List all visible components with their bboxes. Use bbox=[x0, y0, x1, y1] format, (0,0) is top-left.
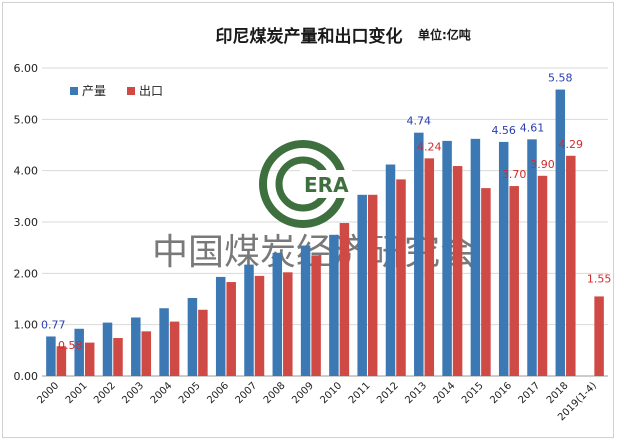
x-tick-label: 2005 bbox=[177, 380, 203, 406]
x-tick-label: 2010 bbox=[318, 380, 344, 406]
bar-production-2000 bbox=[46, 336, 56, 376]
x-tick-label: 2013 bbox=[403, 380, 429, 406]
bar-export-2003 bbox=[141, 331, 152, 376]
bar-production-2004 bbox=[159, 308, 169, 376]
data-labels: 0.77 0.58 4.74 4.24 3.70 4.56 4.61 3.90 5.58 4.29… bbox=[41, 72, 611, 353]
x-tick-label: 2011 bbox=[347, 380, 373, 406]
legend-item-production: 产量 bbox=[70, 84, 106, 98]
x-tick-label: 2009 bbox=[290, 380, 316, 406]
data-label: 0.58 bbox=[58, 339, 83, 352]
bar-production-2003 bbox=[131, 317, 141, 376]
data-label: 1.55 bbox=[587, 272, 612, 285]
bar-export-2005 bbox=[198, 309, 208, 376]
bar-export-2008 bbox=[283, 272, 293, 376]
era-logo-text: ERA bbox=[304, 173, 349, 197]
bar-export-2019(1-4) bbox=[594, 296, 604, 376]
bar-production-2014 bbox=[442, 140, 452, 376]
data-label: 3.90 bbox=[530, 158, 555, 171]
data-label: 4.74 bbox=[407, 115, 432, 128]
bar-export-2018 bbox=[566, 155, 576, 376]
x-tick-label: 2001 bbox=[64, 380, 90, 406]
bar-production-2015 bbox=[470, 138, 481, 376]
bar-export-2004 bbox=[169, 321, 180, 376]
bar-production-2006 bbox=[215, 276, 226, 376]
data-label: 5.58 bbox=[548, 72, 573, 85]
bar-export-2010 bbox=[339, 223, 350, 376]
y-tick-label: 0.00 bbox=[14, 370, 39, 383]
y-tick-label: 6.00 bbox=[14, 62, 39, 75]
bar-production-2007 bbox=[244, 264, 254, 376]
bar-export-2002 bbox=[113, 338, 123, 376]
legend-item-export: 出口 bbox=[127, 84, 163, 98]
x-tick-label: 2007 bbox=[234, 380, 260, 406]
bar-production-2013 bbox=[414, 132, 424, 376]
x-tick-label: 2003 bbox=[120, 380, 146, 406]
x-tick-label: 2000 bbox=[35, 380, 61, 406]
bar-production-2008 bbox=[272, 252, 283, 376]
bar-production-2018 bbox=[555, 89, 566, 376]
legend-label-production: 产量 bbox=[82, 84, 106, 98]
y-tick-label: 2.00 bbox=[14, 267, 39, 280]
bar-production-2016 bbox=[498, 141, 509, 376]
data-label: 4.56 bbox=[491, 124, 516, 137]
y-tick-label: 1.00 bbox=[14, 319, 39, 332]
legend-label-export: 出口 bbox=[139, 84, 163, 98]
x-tick-label: 2004 bbox=[149, 380, 175, 406]
bar-production-2011 bbox=[357, 194, 367, 376]
bar-export-2009 bbox=[311, 255, 321, 376]
data-label: 4.29 bbox=[559, 138, 584, 151]
x-tick-label: 2015 bbox=[460, 380, 486, 406]
y-tick-label: 3.00 bbox=[14, 216, 39, 229]
chart-frame bbox=[2, 2, 614, 438]
chart-title: 印尼煤炭产量和出口变化 bbox=[215, 27, 403, 47]
y-tick-label: 5.00 bbox=[14, 113, 39, 126]
bar-export-2016 bbox=[509, 186, 519, 376]
bar-export-2007 bbox=[254, 275, 265, 376]
x-tick-label: 2014 bbox=[432, 380, 458, 406]
era-logo-icon: ERA bbox=[259, 140, 352, 228]
bar-export-2000 bbox=[56, 346, 67, 376]
x-tick-label: 2012 bbox=[375, 380, 401, 406]
unit-label: 单位:亿吨 bbox=[418, 28, 471, 42]
x-tick-label: 2006 bbox=[205, 380, 231, 406]
bar-export-2006 bbox=[226, 282, 236, 376]
bar-export-2001 bbox=[84, 342, 95, 376]
data-label: 4.24 bbox=[417, 140, 442, 153]
bars bbox=[46, 89, 604, 376]
data-label: 0.77 bbox=[41, 318, 66, 331]
y-axis: 0.00 1.00 2.00 3.00 4.00 5.00 6.00 bbox=[14, 62, 39, 383]
bar-production-2002 bbox=[102, 322, 113, 376]
x-tick-label: 2016 bbox=[488, 380, 514, 406]
x-tick-label: 2008 bbox=[262, 380, 288, 406]
legend-swatch-production bbox=[70, 87, 78, 95]
data-label: 4.61 bbox=[520, 121, 545, 134]
bar-export-2011 bbox=[367, 194, 378, 376]
bar-export-2013 bbox=[424, 158, 435, 376]
bar-production-2009 bbox=[300, 245, 311, 376]
bar-export-2012 bbox=[396, 179, 406, 376]
bar-export-2017 bbox=[537, 175, 548, 376]
x-tick-label: 2018 bbox=[545, 380, 571, 406]
data-label: 3.70 bbox=[502, 168, 527, 181]
legend-swatch-export bbox=[127, 87, 135, 95]
bar-production-2012 bbox=[385, 164, 396, 376]
bar-export-2014 bbox=[452, 166, 463, 376]
bar-export-2015 bbox=[481, 188, 491, 376]
y-tick-label: 4.00 bbox=[14, 165, 39, 178]
bar-production-2001 bbox=[74, 328, 84, 376]
bar-production-2010 bbox=[329, 234, 339, 376]
bar-production-2005 bbox=[187, 297, 198, 376]
x-tick-label: 2002 bbox=[92, 380, 118, 406]
legend: 产量 出口 bbox=[70, 84, 163, 98]
x-tick-label: 2017 bbox=[517, 380, 543, 406]
x-axis: 2000 2001 2002 2003 2004 2005 2006 2007 2008 2009… bbox=[35, 380, 599, 423]
bar-production-2017 bbox=[527, 139, 537, 376]
